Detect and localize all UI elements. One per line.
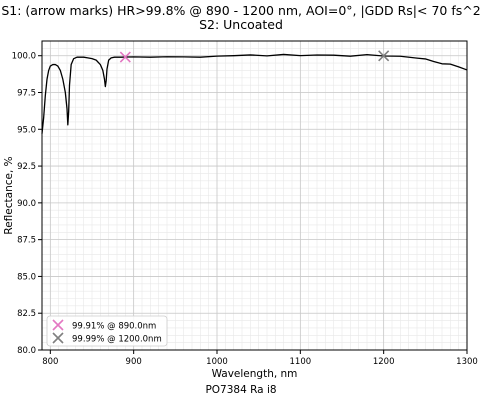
x-tick-label: 1200 xyxy=(373,357,395,367)
plot-frame xyxy=(41,40,468,351)
y-tick-label: 80.0 xyxy=(17,346,36,356)
x-axis-label: Wavelength, nm xyxy=(212,368,298,380)
y-tick-label: 95.0 xyxy=(17,125,36,135)
y-tick-label: 85.0 xyxy=(17,272,36,282)
legend-box xyxy=(46,315,168,347)
legend: 99.91% @ 890.0nm 99.99% @ 1200.0nm xyxy=(46,315,168,347)
legend-marker-2 xyxy=(52,332,64,344)
legend-marker-1 xyxy=(52,319,64,331)
x-tick-label: 900 xyxy=(126,357,142,367)
data-marker-1 xyxy=(119,51,131,63)
legend-label-1: 99.91% @ 890.0nm xyxy=(72,322,156,332)
y-axis-label: Reflectance, % xyxy=(3,156,15,234)
legend-label-2: 99.99% @ 1200.0nm xyxy=(72,335,162,345)
x-tick-label: 1300 xyxy=(456,357,478,367)
y-tick-label: 82.5 xyxy=(17,309,36,319)
y-tick-label: 87.5 xyxy=(17,236,36,246)
data-marker-2 xyxy=(378,50,390,62)
y-tick-label: 97.5 xyxy=(17,89,36,99)
reflectance-curve xyxy=(41,53,468,134)
y-tick-label: 100.0 xyxy=(12,52,36,62)
y-tick-label: 92.5 xyxy=(17,162,36,172)
x-tick-label: 1000 xyxy=(206,357,228,367)
footer-label: PO7384 Ra i8 xyxy=(205,384,277,396)
x-tick-label: 1100 xyxy=(290,357,312,367)
chart-subtitle: S2: Uncoated xyxy=(199,17,283,32)
chart-title: S1: (arrow marks) HR>99.8% @ 890 - 1200 … xyxy=(1,3,481,18)
x-tick-label: 800 xyxy=(42,357,58,367)
y-tick-label: 90.0 xyxy=(17,199,36,209)
